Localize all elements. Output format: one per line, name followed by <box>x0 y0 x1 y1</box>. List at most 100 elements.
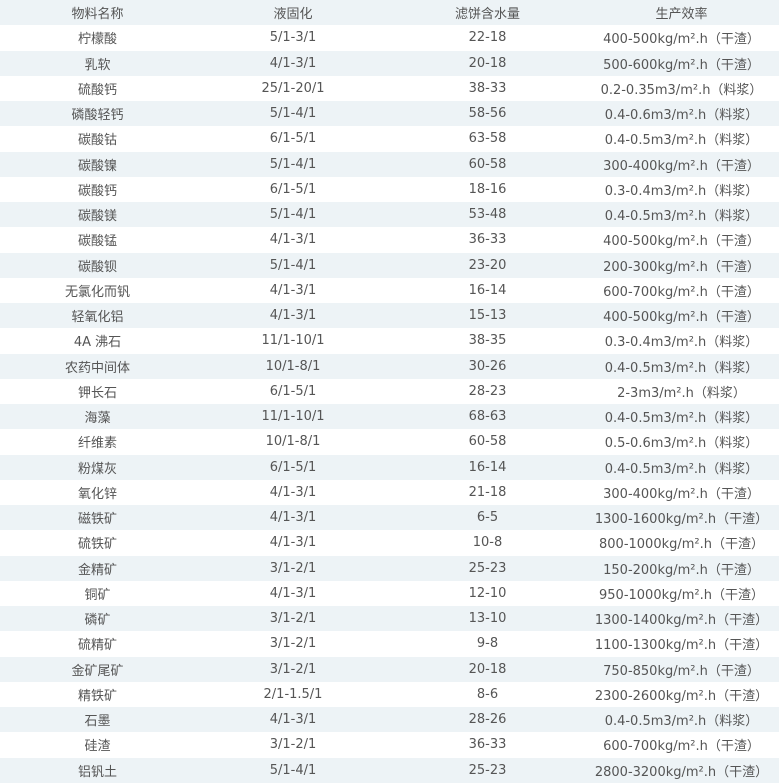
header-row: 物料名称 液固化 滤饼含水量 生产效率 <box>0 0 779 26</box>
cell-moisture: 38-35 <box>468 333 507 349</box>
cell-liquid-solid: 4/1-3/1 <box>269 282 317 298</box>
cell-moisture: 30-26 <box>391 353 584 379</box>
cell-efficiency: 0.4-0.5m3/m².h（料浆） <box>584 353 779 379</box>
cell-material: 铜矿 <box>84 587 111 603</box>
cell-moisture: 60-58 <box>468 434 507 450</box>
table-row: 磷矿 3/1-2/1 13-10 1300-1400kg/m².h（干渣） <box>0 606 779 632</box>
cell-efficiency: 400-500kg/m².h（干渣） <box>603 32 760 48</box>
cell-liquid-solid: 4/1-3/1 <box>195 707 391 733</box>
cell-moisture: 8-6 <box>476 686 499 702</box>
table-row: 金精矿 3/1-2/1 25-23 150-200kg/m².h（干渣） <box>0 555 779 581</box>
cell-liquid-solid: 3/1-2/1 <box>195 606 391 632</box>
cell-liquid-solid: 4/1-3/1 <box>195 303 391 329</box>
cell-liquid-solid: 4/1-3/1 <box>195 50 391 76</box>
cell-moisture: 16-14 <box>391 454 584 480</box>
cell-moisture: 16-14 <box>468 282 507 298</box>
table-row: 氧化锌 4/1-3/1 21-18 300-400kg/m².h（干渣） <box>0 480 779 505</box>
cell-liquid-solid: 6/1-5/1 <box>269 181 317 197</box>
cell-moisture: 9-8 <box>476 636 499 652</box>
table-row: 硫精矿 3/1-2/1 9-8 1100-1300kg/m².h（干渣） <box>0 631 779 656</box>
table-row: 碳酸钡 5/1-4/1 23-20 200-300kg/m².h（干渣） <box>0 252 779 278</box>
cell-moisture: 68-63 <box>391 404 584 430</box>
table-row: 碳酸镍 5/1-4/1 60-58 300-400kg/m².h（干渣） <box>0 151 779 177</box>
table-row: 碳酸锰 4/1-3/1 36-33 400-500kg/m².h（干渣） <box>0 227 779 252</box>
cell-moisture: 28-26 <box>391 707 584 733</box>
cell-liquid-solid: 6/1-5/1 <box>269 383 317 399</box>
cell-liquid-solid: 3/1-2/1 <box>195 656 391 682</box>
cell-moisture: 20-18 <box>391 50 584 76</box>
header-efficiency: 生产效率 <box>584 0 779 26</box>
cell-moisture: 6-5 <box>391 505 584 531</box>
cell-material: 石墨 <box>0 707 195 733</box>
cell-liquid-solid: 4/1-3/1 <box>269 232 317 248</box>
cell-moisture: 25-23 <box>391 555 584 581</box>
table-row: 石墨 4/1-3/1 28-26 0.4-0.5m3/m².h（料浆） <box>0 707 779 733</box>
cell-moisture: 60-58 <box>391 151 584 177</box>
cell-liquid-solid: 25/1-20/1 <box>261 80 325 96</box>
cell-efficiency: 600-700kg/m².h（干渣） <box>603 739 760 755</box>
cell-material: 硫精矿 <box>77 638 117 654</box>
cell-material: 纤维素 <box>77 436 117 452</box>
cell-material: 碳酸钙 <box>77 183 117 199</box>
cell-material: 碳酸锰 <box>77 234 117 250</box>
cell-material: 磷酸轻钙 <box>0 101 195 127</box>
cell-liquid-solid: 5/1-4/1 <box>195 757 391 783</box>
cell-material: 4A 沸石 <box>73 335 122 351</box>
cell-material: 碳酸钡 <box>0 252 195 278</box>
table-row: 粉煤灰 6/1-5/1 16-14 0.4-0.5m3/m².h（料浆） <box>0 454 779 480</box>
table-row: 铜矿 4/1-3/1 12-10 950-1000kg/m².h（干渣） <box>0 581 779 606</box>
cell-efficiency: 2-3m3/m².h（料浆） <box>617 385 746 401</box>
table-row: 金矿尾矿 3/1-2/1 20-18 750-850kg/m².h（干渣） <box>0 656 779 682</box>
cell-liquid-solid: 4/1-3/1 <box>269 535 317 551</box>
header-moisture: 滤饼含水量 <box>391 0 584 26</box>
cell-material: 磁铁矿 <box>0 505 195 531</box>
cell-moisture: 15-13 <box>391 303 584 329</box>
table-row: 硫铁矿 4/1-3/1 10-8 800-1000kg/m².h（干渣） <box>0 530 779 555</box>
cell-material: 钾长石 <box>77 385 117 401</box>
cell-material: 金精矿 <box>0 555 195 581</box>
cell-liquid-solid: 5/1-4/1 <box>195 252 391 278</box>
table-row: 乳软 4/1-3/1 20-18 500-600kg/m².h（干渣） <box>0 50 779 76</box>
cell-material: 硫酸钙 <box>77 82 117 98</box>
cell-liquid-solid: 5/1-4/1 <box>195 151 391 177</box>
table-row: 柠檬酸 5/1-3/1 22-18 400-500kg/m².h（干渣） <box>0 25 779 50</box>
cell-liquid-solid: 11/1-10/1 <box>195 404 391 430</box>
cell-material: 金矿尾矿 <box>0 656 195 682</box>
cell-efficiency: 2300-2600kg/m².h（干渣） <box>594 688 769 704</box>
cell-material: 精铁矿 <box>77 688 117 704</box>
cell-liquid-solid: 6/1-5/1 <box>195 454 391 480</box>
header-liquid-solid: 液固化 <box>195 0 391 26</box>
cell-liquid-solid: 6/1-5/1 <box>269 131 317 147</box>
cell-material: 粉煤灰 <box>0 454 195 480</box>
cell-material: 乳软 <box>0 50 195 76</box>
cell-efficiency: 150-200kg/m².h（干渣） <box>584 555 779 581</box>
cell-moisture: 38-33 <box>468 80 507 96</box>
cell-efficiency: 300-400kg/m².h（干渣） <box>603 486 760 502</box>
cell-material: 柠檬酸 <box>77 32 117 48</box>
cell-liquid-solid: 4/1-3/1 <box>269 484 317 500</box>
cell-efficiency: 400-500kg/m².h（干渣） <box>584 303 779 329</box>
cell-moisture: 36-33 <box>468 737 507 753</box>
cell-liquid-solid: 4/1-3/1 <box>269 585 317 601</box>
table-row: 农药中间体 10/1-8/1 30-26 0.4-0.5m3/m².h（料浆） <box>0 353 779 379</box>
table-row: 铝钒土 5/1-4/1 25-23 2800-3200kg/m².h（干渣） <box>0 757 779 783</box>
cell-efficiency: 0.3-0.4m3/m².h（料浆） <box>604 183 759 199</box>
cell-liquid-solid: 10/1-8/1 <box>265 434 321 450</box>
cell-efficiency: 1300-1600kg/m².h（干渣） <box>584 505 779 531</box>
header-material: 物料名称 <box>0 0 195 26</box>
cell-moisture: 58-56 <box>391 101 584 127</box>
cell-material: 轻氧化铝 <box>0 303 195 329</box>
cell-moisture: 21-18 <box>468 484 507 500</box>
cell-efficiency: 0.4-0.5m3/m².h（料浆） <box>584 404 779 430</box>
table-row: 磁铁矿 4/1-3/1 6-5 1300-1600kg/m².h（干渣） <box>0 505 779 531</box>
cell-moisture: 18-16 <box>468 181 507 197</box>
table-row: 精铁矿 2/1-1.5/1 8-6 2300-2600kg/m².h（干渣） <box>0 682 779 707</box>
cell-material: 农药中间体 <box>0 353 195 379</box>
cell-moisture: 23-20 <box>391 252 584 278</box>
cell-efficiency: 400-500kg/m².h（干渣） <box>603 234 760 250</box>
cell-liquid-solid: 5/1-4/1 <box>195 101 391 127</box>
cell-liquid-solid: 2/1-1.5/1 <box>263 686 323 702</box>
cell-liquid-solid: 5/1-4/1 <box>195 202 391 228</box>
table-row: 碳酸钙 6/1-5/1 18-16 0.3-0.4m3/m².h（料浆） <box>0 177 779 202</box>
cell-efficiency: 0.4-0.5m3/m².h（料浆） <box>604 133 759 149</box>
